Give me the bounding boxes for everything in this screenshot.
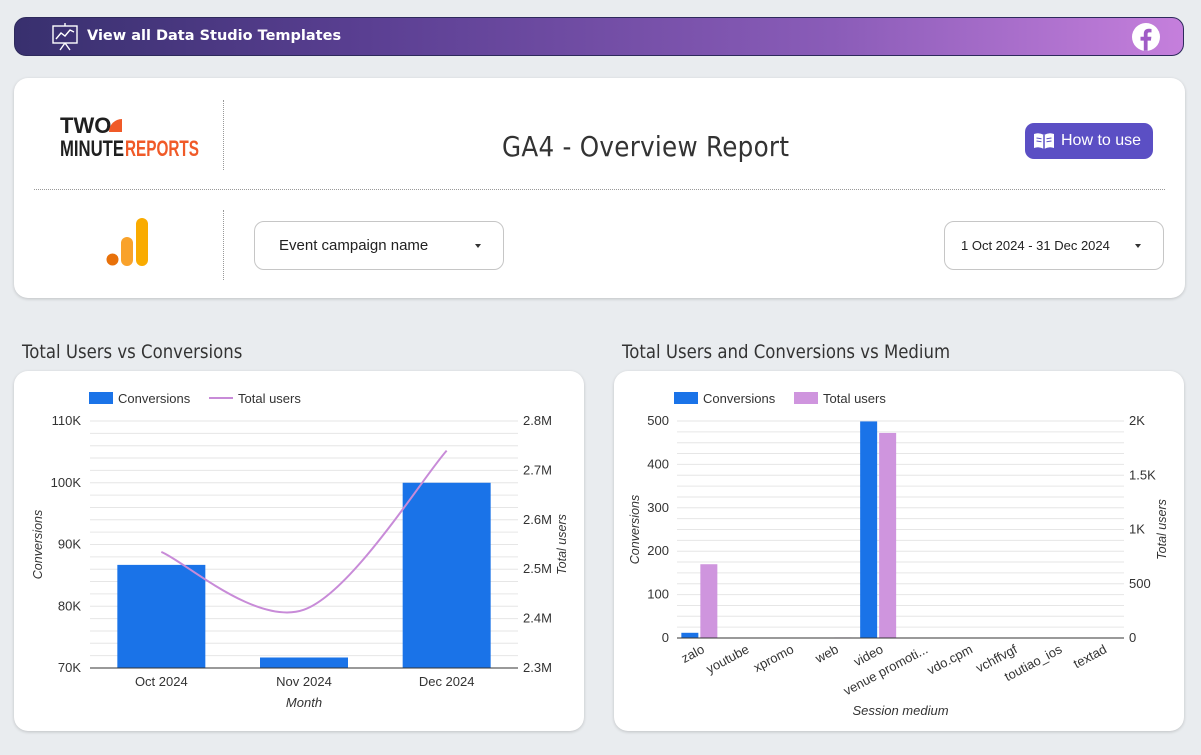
y2-tick-label: 2.5M bbox=[523, 561, 552, 576]
y-tick-label: 400 bbox=[647, 456, 669, 471]
templates-banner[interactable]: View all Data Studio Templates bbox=[14, 17, 1184, 56]
x-tick-label: zalo bbox=[679, 641, 707, 665]
x-tick-label: textad bbox=[1071, 641, 1109, 671]
bar-conversions bbox=[402, 482, 491, 668]
legend-label-conversions: Conversions bbox=[703, 391, 776, 406]
y2-tick-label: 2.6M bbox=[523, 512, 552, 527]
y2-axis-title: Total users bbox=[1155, 499, 1169, 560]
y-tick-label: 90K bbox=[58, 537, 81, 552]
line-total-users bbox=[160, 449, 448, 614]
y2-tick-label: 500 bbox=[1129, 576, 1151, 591]
bar-total-users bbox=[879, 432, 897, 638]
chart1-section-title: Total Users vs Conversions bbox=[22, 341, 243, 363]
x-tick-label: youtube bbox=[704, 641, 752, 676]
y-tick-label: 200 bbox=[647, 543, 669, 558]
google-analytics-icon bbox=[106, 218, 148, 266]
y2-tick-label: 0 bbox=[1129, 630, 1136, 645]
bar-conversions bbox=[260, 657, 348, 668]
y2-tick-label: 2.4M bbox=[523, 611, 552, 626]
caret-down-icon bbox=[475, 244, 481, 248]
legend-swatch-conversions bbox=[89, 392, 113, 404]
date-range-picker[interactable]: 1 Oct 2024 - 31 Dec 2024 bbox=[944, 221, 1164, 270]
chart2-section-title: Total Users and Conversions vs Medium bbox=[622, 341, 951, 363]
x-tick-label: Oct 2024 bbox=[135, 674, 188, 689]
book-icon bbox=[1034, 133, 1054, 149]
bar-conversions bbox=[681, 632, 699, 638]
logo-text-minute: MINUTE bbox=[60, 136, 124, 160]
x-tick-label: web bbox=[812, 641, 841, 666]
y2-axis-title: Total users bbox=[555, 514, 569, 575]
date-range-label: 1 Oct 2024 - 31 Dec 2024 bbox=[961, 238, 1110, 253]
y2-tick-label: 2K bbox=[1129, 413, 1145, 428]
y-tick-label: 110K bbox=[52, 413, 82, 428]
y-axis-title: Conversions bbox=[628, 495, 642, 564]
legend-swatch-conversions bbox=[674, 392, 698, 404]
campaign-filter-label: Event campaign name bbox=[279, 237, 429, 254]
y-tick-label: 100 bbox=[647, 587, 669, 602]
legend-label-total-users: Total users bbox=[823, 391, 886, 406]
bar-conversions bbox=[860, 421, 878, 638]
x-tick-label: Nov 2024 bbox=[276, 674, 332, 689]
users-vs-conversions-chart: 70K 80K 90K 100K 110K 2.3M 2.4M 2.5M 2.6M 2.7M 2.8… bbox=[31, 391, 569, 710]
users-conversions-by-medium-chart: 0 100 200 300 400 500 0 500 1K 1.5K 2K Conversions T… bbox=[628, 391, 1169, 718]
horizontal-divider bbox=[34, 189, 1165, 190]
vertical-divider bbox=[223, 210, 224, 280]
logo-text-top: TWO bbox=[60, 113, 111, 138]
caret-down-icon bbox=[1135, 244, 1141, 248]
y-tick-label: 500 bbox=[647, 413, 669, 428]
campaign-filter-dropdown[interactable]: Event campaign name bbox=[254, 221, 504, 270]
two-minute-reports-logo: TWO MINUTE REPORTS bbox=[60, 113, 199, 160]
y2-tick-label: 1K bbox=[1129, 522, 1145, 537]
bar-conversions bbox=[117, 564, 206, 668]
banner-link-text[interactable]: View all Data Studio Templates bbox=[87, 28, 342, 44]
legend-label-conversions: Conversions bbox=[118, 391, 191, 406]
x-tick-label: xpromo bbox=[751, 641, 796, 675]
chart1-card: 70K 80K 90K 100K 110K 2.3M 2.4M 2.5M 2.6M 2.7M 2.8… bbox=[14, 371, 584, 731]
how-to-use-label: How to use bbox=[1061, 132, 1142, 149]
facebook-icon[interactable] bbox=[1131, 22, 1161, 52]
x-tick-label: venue promoti... bbox=[841, 641, 930, 698]
legend-label-total-users: Total users bbox=[238, 391, 301, 406]
y2-tick-label: 2.8M bbox=[523, 413, 552, 428]
y-tick-label: 0 bbox=[662, 630, 669, 645]
vertical-divider bbox=[223, 100, 224, 170]
y2-tick-label: 2.7M bbox=[523, 462, 552, 477]
how-to-use-button[interactable]: How to use bbox=[1025, 123, 1153, 159]
chart2-card: 0 100 200 300 400 500 0 500 1K 1.5K 2K Conversions T… bbox=[614, 371, 1184, 731]
y-tick-label: 300 bbox=[647, 500, 669, 515]
presentation-chart-icon bbox=[52, 23, 78, 51]
x-axis-title: Month bbox=[286, 695, 322, 710]
y-tick-label: 70K bbox=[58, 660, 81, 675]
x-tick-label: Dec 2024 bbox=[419, 674, 475, 689]
legend-swatch-total-users bbox=[794, 392, 818, 404]
bar-total-users bbox=[700, 564, 718, 638]
logo-text-reports: REPORTS bbox=[125, 136, 199, 160]
y2-tick-label: 2.3M bbox=[523, 660, 552, 675]
page-title: GA4 - Overview Report bbox=[502, 130, 790, 163]
y2-tick-label: 1.5K bbox=[1129, 467, 1156, 482]
x-axis-title: Session medium bbox=[852, 703, 948, 718]
y-tick-label: 100K bbox=[51, 475, 82, 490]
report-header-card: TWO MINUTE REPORTS GA4 - Overview Report… bbox=[14, 78, 1185, 298]
y-axis-title: Conversions bbox=[31, 510, 45, 579]
x-tick-label: vdo.cpm bbox=[925, 641, 975, 677]
y-tick-label: 80K bbox=[58, 598, 81, 613]
